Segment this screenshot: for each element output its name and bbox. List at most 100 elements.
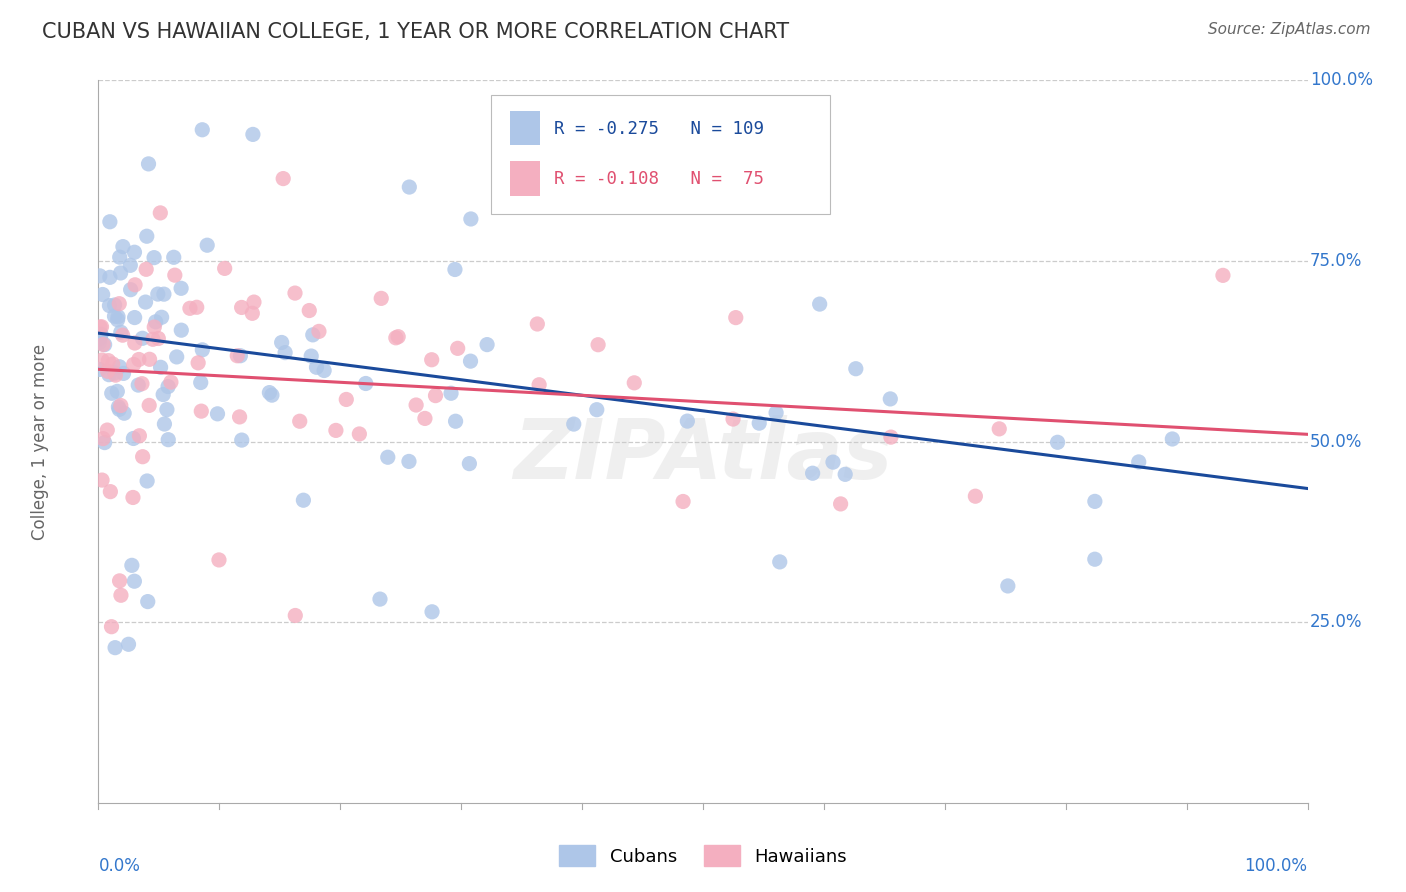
Text: 100.0%: 100.0% [1244, 857, 1308, 875]
FancyBboxPatch shape [492, 95, 830, 214]
Point [148, 331, 170, 345]
Point [93, 435, 115, 450]
Point [458, 457, 481, 471]
Point [585, 402, 607, 417]
Point [1161, 432, 1184, 446]
Point [260, 388, 283, 402]
Text: R = -0.275   N = 109: R = -0.275 N = 109 [554, 120, 765, 137]
Point [879, 392, 901, 406]
Text: College, 1 year or more: College, 1 year or more [31, 343, 49, 540]
Point [398, 454, 420, 468]
Point [121, 558, 143, 573]
Point [150, 310, 173, 325]
Point [131, 450, 153, 464]
Point [91, 287, 114, 301]
Point [97, 353, 120, 368]
Point [405, 398, 427, 412]
Point [240, 306, 263, 320]
Point [214, 261, 236, 276]
Point [111, 328, 134, 343]
Point [354, 376, 377, 391]
Text: 50.0%: 50.0% [1310, 433, 1362, 450]
Point [149, 360, 172, 375]
Point [191, 343, 214, 357]
Point [314, 363, 336, 377]
Point [420, 605, 443, 619]
Point [187, 356, 209, 370]
Point [460, 354, 482, 368]
Point [112, 367, 135, 381]
Point [91, 353, 114, 368]
Point [229, 349, 252, 363]
Point [100, 386, 122, 401]
Point [100, 620, 122, 634]
Point [163, 250, 186, 264]
Point [231, 433, 253, 447]
Point [830, 497, 852, 511]
Point [153, 417, 176, 431]
Point [104, 640, 127, 655]
Point [101, 357, 124, 371]
Point [821, 455, 844, 469]
Point [186, 300, 208, 314]
Point [89, 362, 111, 376]
Point [965, 489, 987, 503]
Point [228, 409, 250, 424]
Point [460, 211, 482, 226]
Point [138, 398, 160, 412]
Point [880, 430, 903, 444]
Point [108, 574, 131, 588]
Point [447, 342, 470, 356]
Point [527, 377, 550, 392]
Point [138, 352, 160, 367]
Point [1046, 435, 1069, 450]
Point [122, 358, 145, 372]
Point [385, 331, 408, 345]
Point [845, 361, 868, 376]
Text: ZIPAtlas: ZIPAtlas [513, 416, 893, 497]
Point [98, 299, 121, 313]
Point [142, 332, 165, 346]
Point [301, 327, 323, 342]
Point [124, 574, 146, 589]
Point [111, 239, 134, 253]
Point [270, 335, 292, 350]
Point [89, 268, 111, 283]
Point [284, 608, 307, 623]
Point [98, 484, 121, 499]
Point [131, 331, 153, 345]
Point [226, 349, 249, 363]
Point [157, 379, 180, 393]
Point [179, 301, 201, 316]
Point [288, 414, 311, 428]
Point [136, 474, 159, 488]
Text: R = -0.108   N =  75: R = -0.108 N = 75 [554, 170, 765, 188]
Point [721, 412, 744, 426]
Point [91, 473, 114, 487]
Point [128, 429, 150, 443]
Point [143, 251, 166, 265]
Point [145, 315, 167, 329]
Point [117, 637, 139, 651]
Point [231, 301, 253, 315]
Point [124, 245, 146, 260]
Point [616, 200, 638, 214]
Point [122, 491, 145, 505]
Text: 100.0%: 100.0% [1310, 71, 1374, 89]
Point [271, 171, 294, 186]
Point [420, 352, 443, 367]
Point [242, 128, 264, 142]
Point [98, 215, 121, 229]
Point [195, 238, 218, 252]
Point [997, 579, 1019, 593]
Point [190, 376, 212, 390]
Point [135, 295, 157, 310]
Point [108, 296, 131, 310]
Point [91, 337, 114, 351]
Point [97, 368, 120, 382]
Point [108, 250, 131, 264]
Point [131, 376, 153, 391]
Point [425, 389, 447, 403]
Point [107, 313, 129, 327]
Point [122, 432, 145, 446]
